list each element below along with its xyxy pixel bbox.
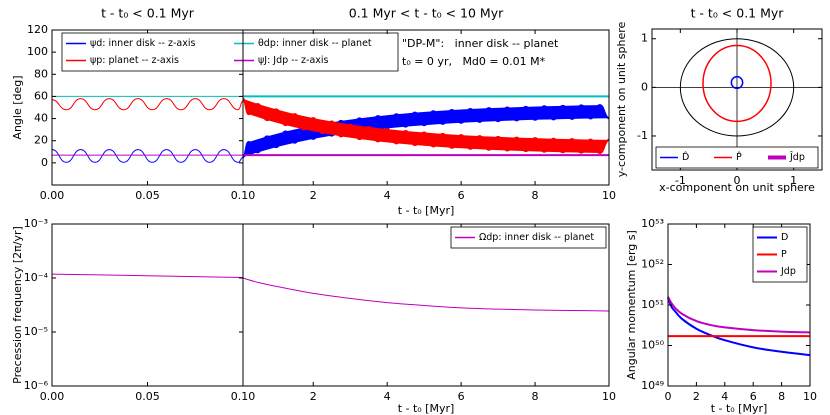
series-line [242, 104, 610, 159]
legend-label: P [781, 249, 787, 260]
series-line [51, 149, 244, 163]
y-tick-label: 0 [641, 80, 648, 93]
x-tick-label: 10 [602, 390, 616, 403]
y-tick-label: 1 [641, 32, 648, 45]
x-tick-label: 1 [790, 174, 797, 187]
y-tick-label: 10⁵³ [641, 217, 664, 230]
x-tick-label: 6 [458, 390, 465, 403]
y-tick-label: 100 [27, 45, 48, 58]
y-tick-label: 20 [34, 134, 48, 147]
legend-label: Jdp [780, 266, 796, 277]
y-axis-label: Angle [deg] [11, 75, 24, 139]
x-tick-label: -1 [675, 174, 686, 187]
chart-title: t - t₀ < 0.1 Myr [101, 6, 195, 21]
series-line [667, 297, 811, 357]
y-tick-label: 10⁻⁶ [24, 379, 49, 392]
sphere-curve [679, 38, 795, 137]
x-axis-label: t - t₀ [Myr] [711, 402, 768, 415]
y-tick-label: 60 [34, 89, 48, 102]
x-tick-label: 2 [310, 189, 317, 202]
legend-box [450, 226, 607, 249]
x-tick-label: 10 [803, 390, 817, 403]
y-axis-label: Precession frequency [2π/yr] [11, 226, 24, 384]
y-tick-label: 10⁻³ [24, 217, 48, 230]
x-tick-label: 2 [310, 390, 317, 403]
y-tick-label: 120 [27, 23, 48, 36]
y-axis-label: y-component on unit sphere [615, 22, 628, 178]
legend-box [61, 32, 399, 72]
y-tick-label: 10⁵² [641, 258, 664, 271]
band-fill [243, 98, 609, 154]
band-fill [243, 105, 609, 158]
legend-label: D [781, 232, 788, 243]
y-tick-label: 40 [34, 112, 48, 125]
x-tick-label: 8 [532, 390, 539, 403]
chart-title: t - t₀ < 0.1 Myr [691, 6, 785, 21]
axes-frame [242, 223, 610, 387]
x-tick-label: 0.10 [231, 390, 256, 403]
y-axis-label: Angular momentum [erg s] [625, 230, 638, 380]
legend-label: D̂ [682, 151, 689, 163]
x-tick-label: 0.05 [135, 189, 160, 202]
legend-label: θdp: inner disk -- planet [258, 38, 372, 49]
y-tick-label: -1 [637, 129, 648, 142]
legend-box [655, 146, 819, 169]
x-axis-label: t - t₀ [Myr] [398, 402, 455, 415]
x-tick-label: 8 [532, 189, 539, 202]
y-tick-label: 80 [34, 67, 48, 80]
legend-label: P̂ [736, 151, 742, 163]
sphere-curve [702, 44, 772, 123]
x-tick-label: 0.10 [231, 189, 256, 202]
x-tick-label: 4 [384, 390, 391, 403]
y-tick-label: 10⁴⁹ [641, 379, 664, 392]
x-tick-label: 0.00 [40, 189, 65, 202]
legend-label: ψp: planet -- z-axis [90, 55, 179, 66]
x-axis-label: x-component on unit sphere [659, 181, 815, 194]
chart-title: 0.1 Myr < t - t₀ < 10 Myr [349, 6, 504, 21]
x-axis-label: t - t₀ [Myr] [398, 204, 455, 217]
series-line [51, 98, 244, 111]
y-tick-label: 10⁻⁵ [24, 325, 48, 338]
x-tick-label: 4 [721, 390, 728, 403]
x-tick-label: 0.05 [135, 390, 160, 403]
x-tick-label: 6 [750, 390, 757, 403]
legend-label: Ωdp: inner disk -- planet [479, 232, 594, 243]
annotation: "DP-M": inner disk -- planet [402, 37, 559, 50]
y-tick-label: 10⁻⁴ [24, 271, 49, 284]
axes-frame [51, 223, 244, 387]
y-tick-label: 10⁵¹ [641, 298, 664, 311]
series-line [242, 97, 610, 155]
x-tick-label: 4 [384, 189, 391, 202]
y-tick-label: 0 [41, 156, 48, 169]
series-line [667, 296, 811, 334]
x-tick-label: 0 [734, 174, 741, 187]
axes-frame [242, 29, 610, 186]
series-line [242, 277, 610, 312]
x-tick-label: 0 [665, 390, 672, 403]
annotation: t₀ = 0 yr, Md0 = 0.01 M* [402, 55, 546, 68]
x-tick-label: 2 [693, 390, 700, 403]
x-tick-label: 0.00 [40, 390, 65, 403]
legend-label: ψJ: Jdp -- z-axis [258, 55, 329, 66]
x-tick-label: 8 [778, 390, 785, 403]
y-tick-label: 10⁵⁰ [641, 339, 664, 352]
legend-label: Ĵdp [789, 152, 805, 163]
sphere-curve [730, 75, 744, 90]
x-tick-label: 10 [602, 189, 616, 202]
x-tick-label: 6 [458, 189, 465, 202]
legend-label: ψd: inner disk -- z-axis [90, 38, 195, 49]
series-line [51, 273, 244, 279]
